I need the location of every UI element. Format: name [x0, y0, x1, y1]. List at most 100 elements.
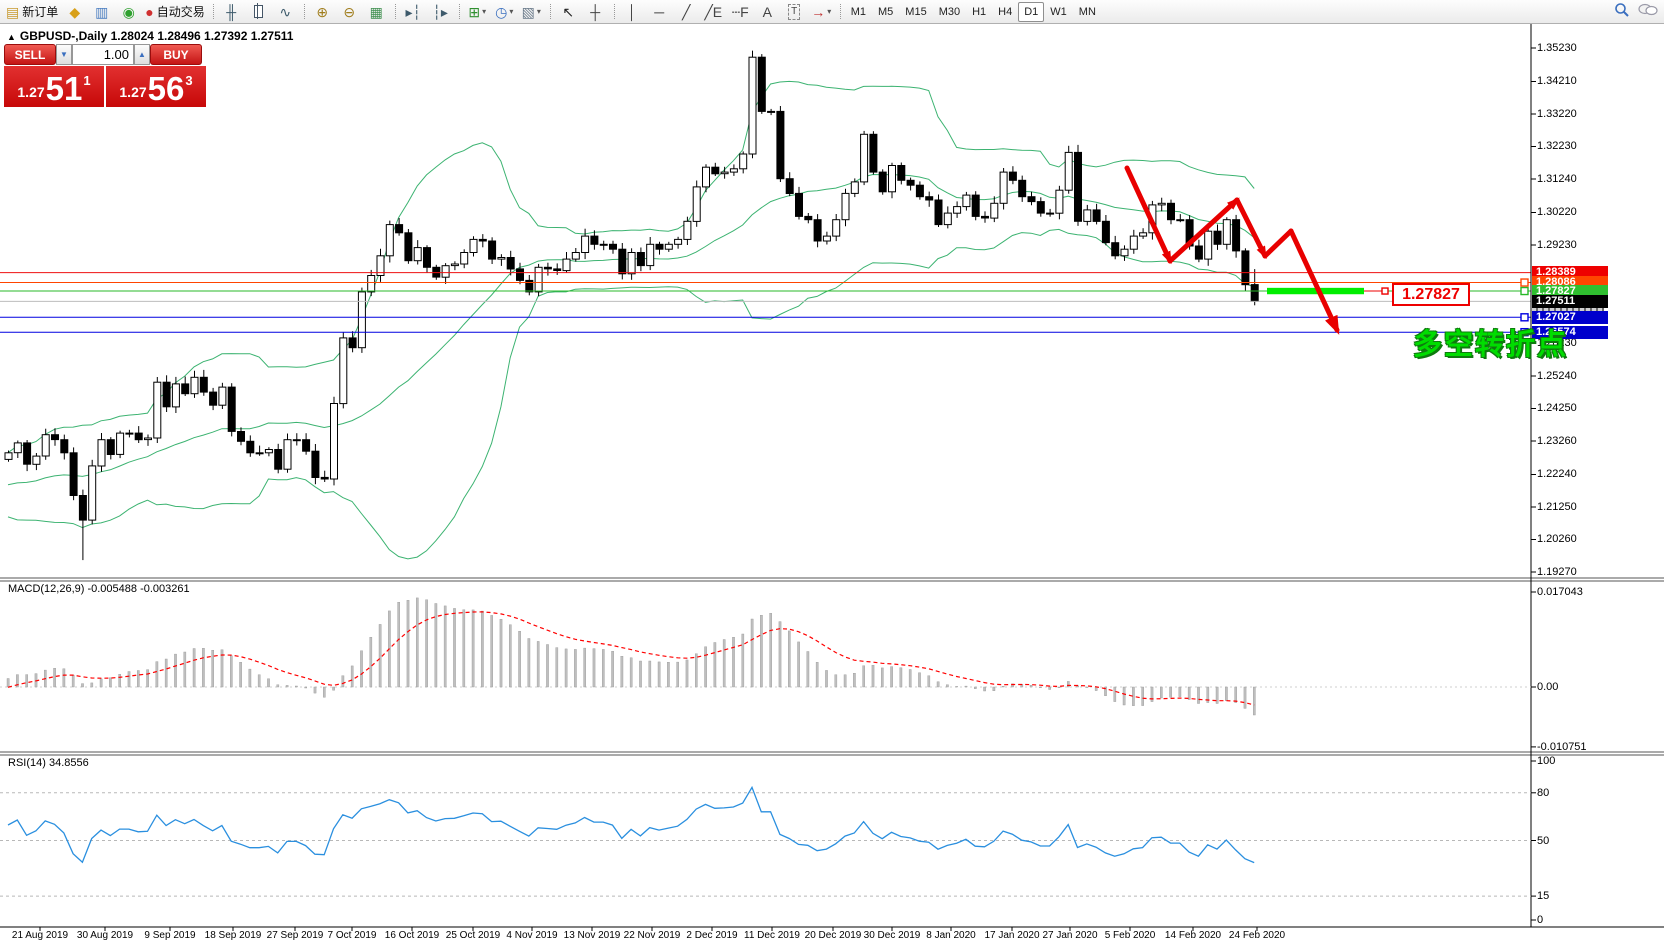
fibonacci-icon[interactable]: ┄F [731, 3, 749, 20]
price-level-tag: 1.27027 [1532, 310, 1608, 324]
chart-canvas[interactable] [0, 24, 1664, 941]
rsi-axis-tick: 50 [1537, 834, 1550, 847]
chart-shift-icon[interactable]: ▸┆ [405, 3, 421, 20]
zoom-in-icon[interactable]: ⊕ [316, 3, 329, 20]
buy-button[interactable]: BUY [150, 44, 202, 65]
timeframe-w1[interactable]: W1 [1050, 5, 1067, 18]
favorites-icon[interactable]: ◆ [69, 3, 81, 20]
turning-point-note[interactable]: 多空转折点 [1413, 329, 1569, 361]
new-chart-dropdown[interactable]: ⊞ ▾ [468, 3, 487, 20]
date-axis-label: 21 Aug 2019 [11, 930, 69, 941]
period-dropdown[interactable]: ◷ ▾ [495, 3, 514, 20]
arrows-dropdown[interactable]: → ▾ [811, 3, 832, 20]
one-click-trading-panel: SELL ▼ 1.00 ▲ BUY 1.27 51 1 1.27 56 3 [4, 44, 208, 107]
support-highlight-bar[interactable] [1267, 287, 1364, 295]
crosshair-icon[interactable]: ┼ [590, 3, 601, 20]
volume-input[interactable]: 1.00 [72, 44, 134, 65]
toolbar-group: ⊞ ▾ ◷ ▾ ▧ ▾ [454, 0, 545, 23]
timeframe-m15[interactable]: M15 [905, 5, 927, 18]
chart-title-text: GBPUSD-,Daily 1.28024 1.28496 1.27392 1.… [19, 29, 294, 43]
price-annotation-box[interactable]: 1.27827 [1392, 283, 1470, 306]
vertical-line-icon[interactable]: │ [627, 3, 637, 20]
new-order-button[interactable]: ▤ 新订单 [6, 3, 59, 20]
signal-icon[interactable]: ◉ [122, 3, 135, 20]
timeframe-h4[interactable]: H4 [998, 5, 1013, 18]
date-axis-label: 22 Nov 2019 [623, 930, 681, 941]
chevron-down-icon: ▾ [482, 7, 487, 16]
bar-chart-icon[interactable]: ╫ [226, 3, 237, 20]
date-axis-label: 17 Jan 2020 [984, 930, 1040, 941]
chart-window: ▲ GBPUSD-,Daily 1.28024 1.28496 1.27392 1… [0, 24, 1664, 941]
auto-scroll-icon[interactable]: ┆▸ [432, 3, 448, 20]
date-axis-label: 9 Sep 2019 [144, 930, 196, 941]
rsi-axis-tick: 80 [1537, 786, 1550, 799]
date-axis-label: 7 Oct 2019 [327, 930, 377, 941]
search-icon[interactable] [1614, 2, 1630, 23]
sell-button[interactable]: SELL [4, 44, 56, 65]
cursor-icon[interactable]: ↖ [562, 3, 575, 20]
timeframe-d1[interactable]: D1 [1018, 1, 1045, 22]
rsi-axis-tick: 15 [1537, 890, 1550, 903]
price-level-tag: 1.28389 [1532, 266, 1608, 280]
text-label-icon[interactable]: T [781, 1, 808, 23]
price-axis-tick: 1.25240 [1537, 369, 1577, 382]
date-axis-label: 4 Nov 2019 [506, 930, 558, 941]
timeframe-group: M1 M5 M15 M30 H1 H4 D1 W1 MN [835, 0, 1102, 23]
date-axis-label: 14 Feb 2020 [1164, 930, 1222, 941]
autotrade-button[interactable]: ● 自动交易 [145, 3, 205, 20]
tile-windows-icon[interactable]: ▦ [369, 3, 383, 20]
date-axis-label: 30 Dec 2019 [863, 930, 921, 941]
template-dropdown[interactable]: ▧ ▾ [521, 3, 541, 20]
sell-price-quote[interactable]: 1.27 51 1 [4, 66, 104, 107]
toolbar-group: ⊕ ⊖ ▦ [299, 0, 390, 23]
text-icon[interactable]: A [762, 3, 772, 20]
candles [4, 50, 1259, 561]
rsi-label: RSI(14) 34.8556 [8, 757, 89, 769]
candlestick-icon[interactable] [245, 1, 272, 23]
timeframe-m30[interactable]: M30 [938, 5, 961, 18]
price-level-tag: 1.27827 [1532, 284, 1608, 298]
chat-icon[interactable] [1638, 2, 1658, 23]
timeframe-m1[interactable]: M1 [850, 5, 867, 18]
volume-decrease-button[interactable]: ▼ [56, 44, 72, 65]
price-axis-tick: 1.31240 [1537, 172, 1577, 185]
macd-label: MACD(12,26,9) -0.005488 -0.003261 [8, 583, 190, 595]
toolbar-groups: ▤ 新订单 ◆ ▥ ◉ ● 自动交易 ╫ ∿ ⊕ ⊖ ▦ ▸┆ ┆▸ ⊞ ▾ ◷ ▾ ▧ ▾ ↖ ┼ │ ─ ╱ ╱E ┄F A T → ▾… [3, 0, 1102, 23]
timeframe-h1[interactable]: H1 [972, 5, 987, 18]
rsi-indicator [0, 785, 1531, 897]
market-watch-icon[interactable]: ▥ [95, 3, 109, 20]
date-axis-label: 11 Dec 2019 [744, 930, 800, 941]
price-axis-tick: 1.19270 [1537, 565, 1577, 578]
rsi-axis-tick: 100 [1537, 755, 1556, 767]
timeframe-mn[interactable]: MN [1078, 5, 1096, 18]
price-axis-tick: 1.26230 [1537, 337, 1577, 350]
macd-axis-tick: -0.010751 [1537, 740, 1587, 753]
date-axis-label: 16 Oct 2019 [384, 930, 440, 941]
panel-frames [0, 24, 1664, 931]
date-axis-label: 8 Jan 2020 [926, 930, 976, 941]
volume-increase-button[interactable]: ▲ [134, 44, 150, 65]
line-chart-icon[interactable]: ∿ [279, 3, 292, 20]
rsi-axis-tick: 0 [1537, 914, 1544, 926]
collapse-icon[interactable]: ▲ [7, 32, 16, 42]
horizontal-line-icon[interactable]: ─ [654, 3, 665, 20]
toolbar-group: ╫ ∿ [208, 0, 299, 23]
date-axis-label: 24 Feb 2020 [1228, 930, 1286, 941]
current-price-tag: 1.27511 [1532, 294, 1608, 308]
price-axis-tick: 1.30220 [1537, 206, 1577, 219]
macd-axis-tick: 0.017043 [1537, 586, 1583, 598]
price-level-tag: 1.26574 [1532, 325, 1608, 339]
date-axis-label: 20 Dec 2019 [804, 930, 862, 941]
price-axis-tick: 1.35230 [1537, 42, 1577, 54]
horizontal-levels [0, 272, 1531, 337]
buy-price-quote[interactable]: 1.27 56 3 [106, 66, 206, 107]
zoom-out-icon[interactable]: ⊖ [343, 3, 356, 20]
channel-icon[interactable]: ╱E [704, 3, 723, 20]
trend-arrow-annotation[interactable] [1124, 165, 1340, 335]
date-axis-label: 2 Dec 2019 [686, 930, 738, 941]
trendline-icon[interactable]: ╱ [682, 3, 691, 20]
timeframe-m5[interactable]: M5 [878, 5, 894, 18]
macd-indicator [0, 597, 1531, 716]
price-axis-tick: 1.23260 [1537, 434, 1577, 447]
date-axis-label: 30 Aug 2019 [76, 930, 134, 941]
